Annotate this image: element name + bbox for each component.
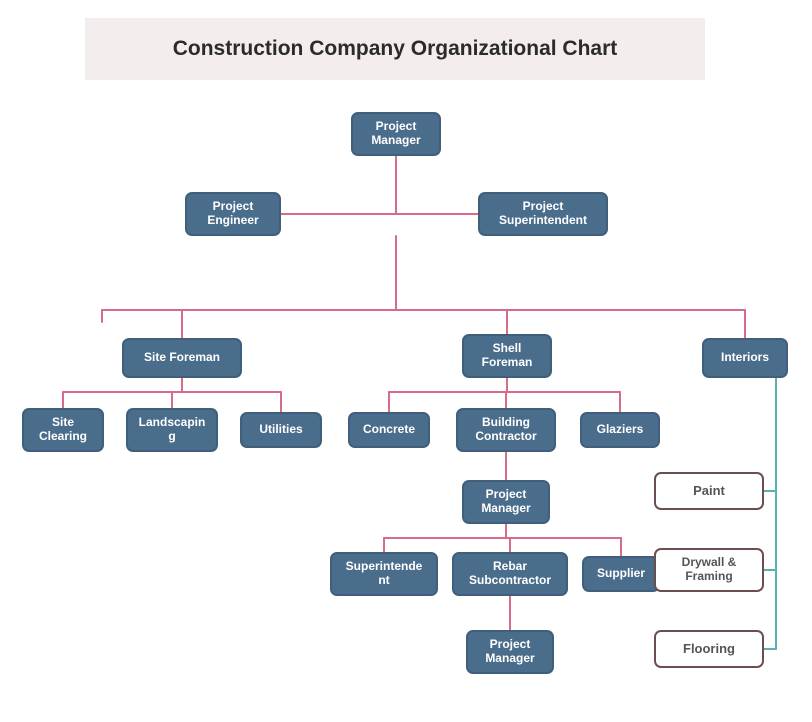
- node-label: Project Manager: [485, 638, 534, 666]
- node-label: Glaziers: [597, 423, 644, 437]
- node-concrete: Concrete: [348, 412, 430, 448]
- chart-title: Construction Company Organizational Char…: [85, 18, 705, 80]
- node-pm_top: Project Manager: [351, 112, 441, 156]
- node-label: Project Manager: [371, 120, 420, 148]
- node-label: Shell Foreman: [482, 342, 533, 370]
- node-label: Drywall & Framing: [682, 556, 737, 584]
- node-label: Paint: [693, 484, 725, 499]
- node-label: Flooring: [683, 642, 735, 657]
- node-pm_mid: Project Manager: [462, 480, 550, 524]
- node-label: Concrete: [363, 423, 415, 437]
- node-interiors: Interiors: [702, 338, 788, 378]
- node-psup: Project Superintendent: [478, 192, 608, 236]
- node-landsc: Landscapin g: [126, 408, 218, 452]
- node-shell_fm: Shell Foreman: [462, 334, 552, 378]
- node-supplier: Supplier: [582, 556, 660, 592]
- node-site_fm: Site Foreman: [122, 338, 242, 378]
- node-pm_bot: Project Manager: [466, 630, 554, 674]
- node-label: Rebar Subcontractor: [469, 560, 551, 588]
- node-label: Project Manager: [481, 488, 530, 516]
- node-label: Site Foreman: [144, 351, 220, 365]
- node-site_clr: Site Clearing: [22, 408, 104, 452]
- node-flooring: Flooring: [654, 630, 764, 668]
- node-glaziers: Glaziers: [580, 412, 660, 448]
- edge-pm_top-pe: [281, 156, 396, 214]
- node-label: Utilities: [259, 423, 302, 437]
- node-util: Utilities: [240, 412, 322, 448]
- node-rebar: Rebar Subcontractor: [452, 552, 568, 596]
- node-label: Superintende nt: [346, 560, 423, 588]
- org-chart-stage: Construction Company Organizational Char…: [0, 0, 812, 722]
- node-label: Project Engineer: [207, 200, 258, 228]
- node-label: Site Clearing: [39, 416, 87, 444]
- node-label: Project Superintendent: [499, 200, 587, 228]
- node-label: Building Contractor: [475, 416, 536, 444]
- node-paint: Paint: [654, 472, 764, 510]
- node-bld_ctr: Building Contractor: [456, 408, 556, 452]
- node-superint: Superintende nt: [330, 552, 438, 596]
- node-label: Supplier: [597, 567, 645, 581]
- node-label: Interiors: [721, 351, 769, 365]
- node-pe: Project Engineer: [185, 192, 281, 236]
- node-label: Landscapin g: [139, 416, 206, 444]
- node-drywall: Drywall & Framing: [654, 548, 764, 592]
